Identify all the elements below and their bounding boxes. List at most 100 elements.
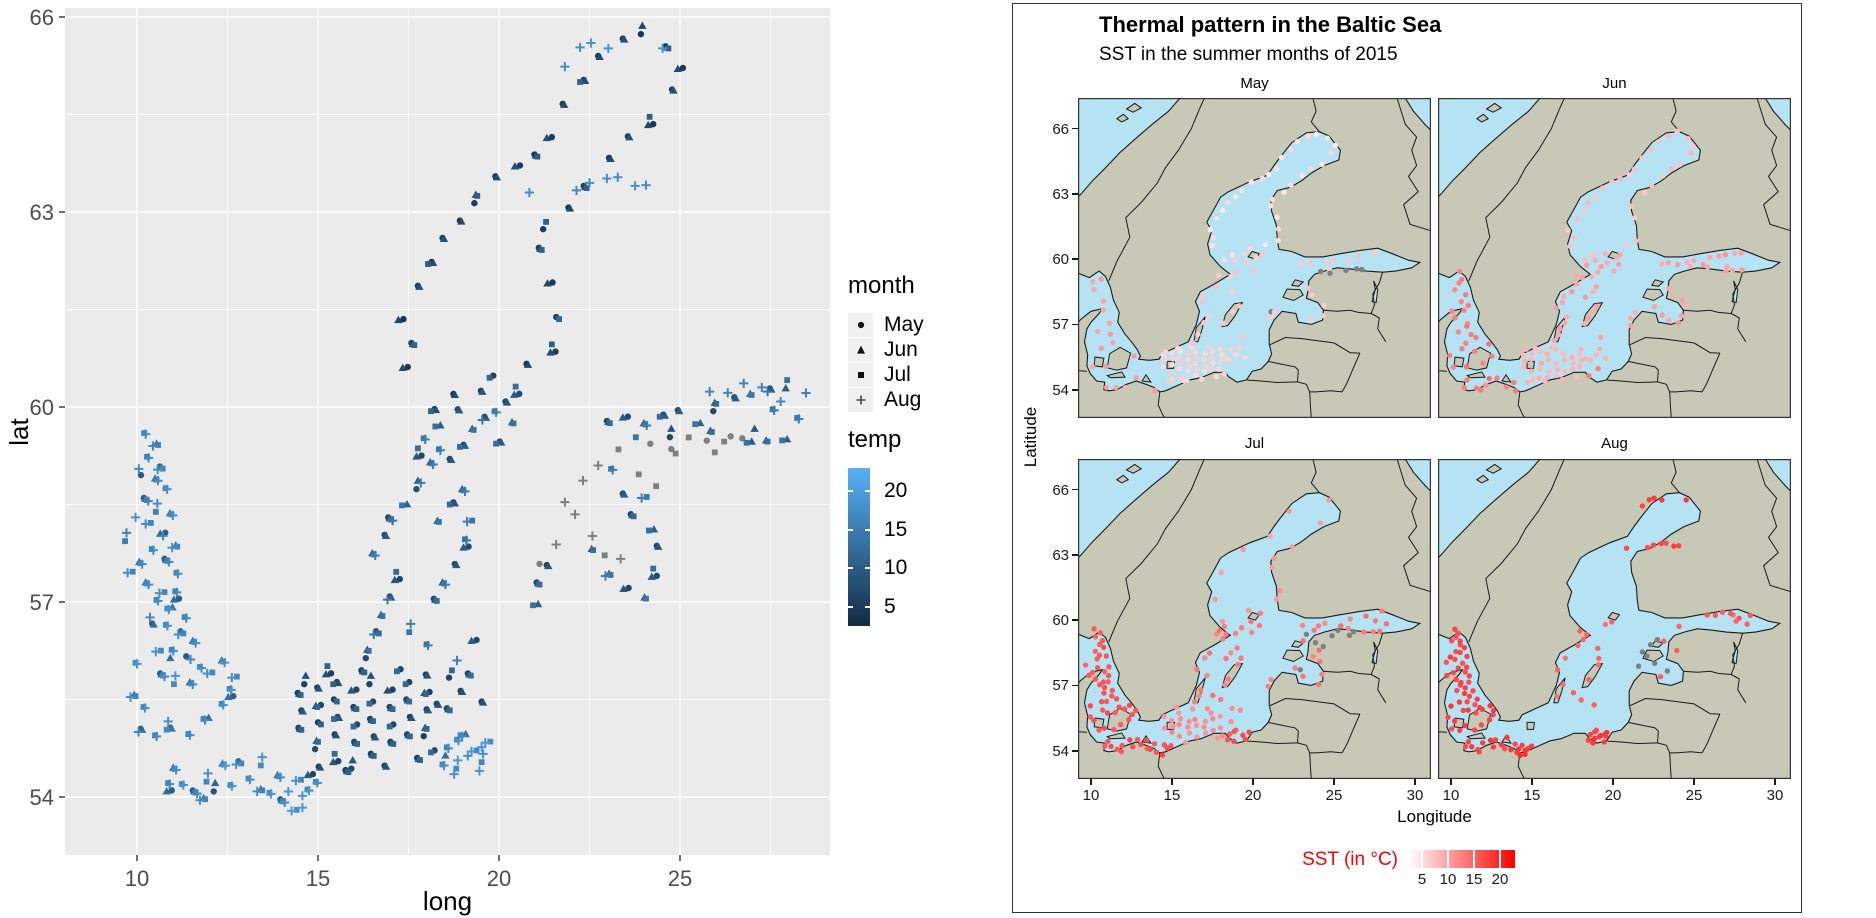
data-point-jun <box>460 441 470 449</box>
island <box>1501 373 1512 383</box>
data-point-aug <box>705 387 715 397</box>
sst-point <box>1223 655 1229 662</box>
data-point-aug <box>181 613 191 623</box>
country-border <box>1628 721 1659 743</box>
data-point-may <box>230 692 237 700</box>
sst-point <box>1210 360 1216 366</box>
data-point-jul <box>449 667 455 674</box>
facet-strip-aug: Aug <box>1601 435 1628 452</box>
sst-point <box>1453 676 1459 683</box>
data-point-jul <box>312 779 319 785</box>
data-point-jun <box>423 671 432 679</box>
data-point-aug <box>143 453 154 463</box>
map-y-tick-label: 63 <box>1052 185 1069 203</box>
sst-point <box>1675 320 1681 326</box>
sst-point <box>1193 722 1200 728</box>
sst-point <box>1489 353 1495 359</box>
sst-point <box>1666 133 1672 139</box>
data-point-jul <box>163 726 170 733</box>
data-point-jul <box>266 789 273 796</box>
data-point-aug <box>218 700 228 710</box>
sst-point <box>1659 497 1665 503</box>
sst-point <box>1464 377 1470 383</box>
sst-point <box>1098 276 1104 282</box>
sst-point <box>1590 740 1596 746</box>
data-point-jul <box>487 738 494 745</box>
sst-point <box>1231 257 1238 263</box>
data-point-jul <box>439 761 446 768</box>
sst-point <box>1105 679 1111 685</box>
sst-point <box>1472 701 1478 708</box>
data-point-jul <box>333 698 340 705</box>
sst-point <box>1182 739 1189 746</box>
data-point-jul <box>132 693 139 700</box>
sst-point <box>1671 543 1677 549</box>
sst-point <box>1167 370 1174 377</box>
sst-point <box>1248 629 1255 636</box>
sst-point <box>1459 276 1465 283</box>
sst-point <box>1517 752 1523 759</box>
data-point-aug <box>603 43 613 53</box>
sst-point <box>1259 175 1266 181</box>
data-point-jul <box>174 543 181 550</box>
sst-point <box>1345 625 1351 632</box>
data-point-aug <box>195 795 205 805</box>
sst-point <box>1278 154 1285 161</box>
data-point-aug <box>122 568 133 578</box>
map-y-tick-label: 60 <box>1052 251 1069 269</box>
data-point-jul <box>748 392 755 398</box>
sst-point <box>1379 608 1385 614</box>
sst-point <box>1588 274 1595 280</box>
sst-point <box>1126 702 1133 709</box>
sst-point <box>1126 716 1132 723</box>
data-point-aug <box>159 672 170 682</box>
sst-point <box>1288 146 1294 153</box>
map-x-tick-label: 20 <box>1244 787 1262 804</box>
data-point-jul <box>227 782 234 788</box>
sst-point <box>1576 352 1583 358</box>
data-point-may <box>473 636 480 644</box>
data-point-aug <box>154 588 165 598</box>
data-point-jul <box>350 723 357 730</box>
sst-point <box>1595 645 1601 652</box>
data-point-jul <box>794 415 801 421</box>
sst-point <box>1105 738 1111 745</box>
island <box>1465 371 1486 379</box>
island <box>1526 360 1535 369</box>
sst-point <box>1660 173 1666 179</box>
map-x-tick-label: 30 <box>1406 787 1424 804</box>
sst-point <box>1626 172 1633 178</box>
sst-point <box>1190 340 1197 346</box>
data-point-jul <box>200 716 207 722</box>
data-point-jul <box>361 669 368 676</box>
country-border <box>1730 674 1747 704</box>
sst-points-layer <box>1443 495 1754 759</box>
data-point-jul <box>164 558 171 564</box>
sst-point <box>1593 283 1600 290</box>
sst-point <box>1300 638 1306 644</box>
sst-point <box>1168 717 1175 724</box>
data-point-aug <box>769 405 779 415</box>
sst-point <box>1584 262 1590 268</box>
data-point-jul <box>168 646 175 653</box>
sst-point <box>1201 356 1207 363</box>
sst-point <box>1122 385 1129 391</box>
data-point-jun <box>546 348 555 356</box>
sst-point <box>1235 661 1241 668</box>
sst-point <box>1082 662 1089 668</box>
country-border <box>1370 313 1387 343</box>
data-point-aug <box>173 629 183 640</box>
sst-point <box>1178 360 1184 366</box>
data-point-jun <box>478 698 488 706</box>
sst-point <box>1286 508 1292 514</box>
sst-point <box>1584 631 1590 638</box>
island <box>1476 474 1490 484</box>
sst-point <box>1504 734 1510 741</box>
sst-point <box>1449 308 1455 314</box>
data-point-jul <box>314 704 321 710</box>
data-point-jul <box>685 434 692 441</box>
sst-colorbar-tick <box>1420 850 1423 868</box>
sst-point <box>1712 612 1719 619</box>
data-point-may <box>183 653 190 660</box>
sst-point <box>1559 376 1566 383</box>
